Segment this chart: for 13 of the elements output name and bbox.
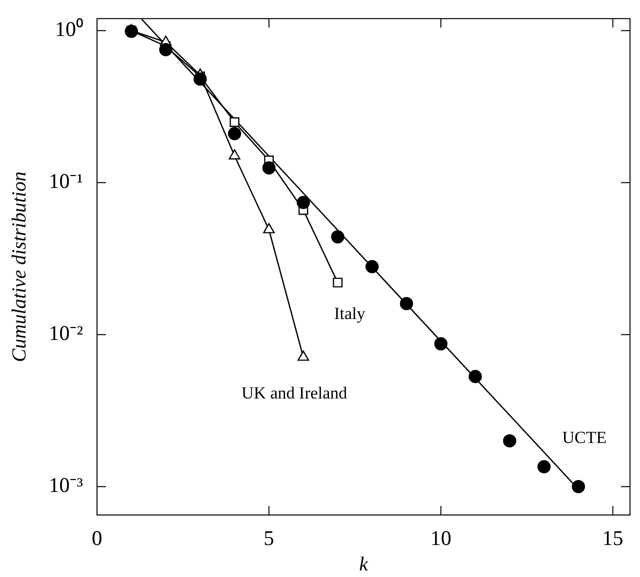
y-tick-label: 10⁰ xyxy=(55,17,83,42)
x-tick-label: 0 xyxy=(92,526,102,550)
y-tick-label: 10⁻² xyxy=(48,321,83,346)
y-tick-label: 10⁻³ xyxy=(48,473,83,498)
y-axis-title: Cumulative distribution xyxy=(8,172,30,362)
series-label: Italy xyxy=(334,304,366,324)
x-axis-title: k xyxy=(359,553,370,576)
x-tick-label: 5 xyxy=(264,526,274,550)
series-label: UK and Ireland xyxy=(241,384,348,403)
x-tick-label: 10 xyxy=(430,526,452,550)
x-tick-label: 15 xyxy=(602,526,624,550)
y-tick-label: 10⁻¹ xyxy=(48,169,83,194)
series-label: UCTE xyxy=(562,428,607,448)
